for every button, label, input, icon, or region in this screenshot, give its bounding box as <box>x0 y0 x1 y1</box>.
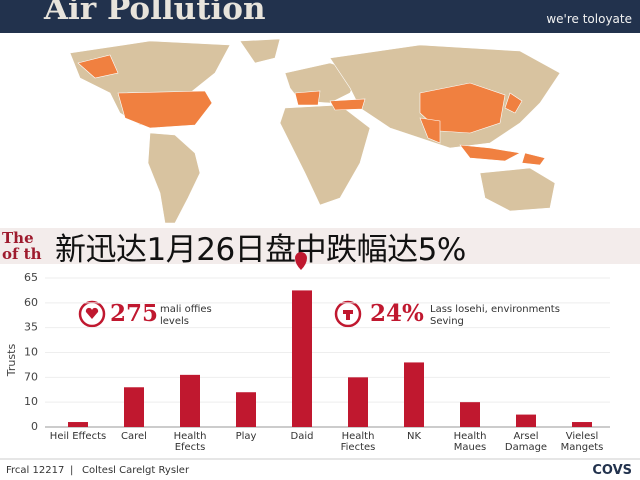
callout-text: mali offies levels <box>160 304 212 328</box>
section-heading: The <box>2 229 34 247</box>
x-tick-label: Vielesl Mangets <box>560 431 604 453</box>
callout-number: 24% <box>370 300 424 327</box>
callout-line: Lass losehi, environments <box>430 304 560 315</box>
y-tick-label: 70 <box>24 370 38 383</box>
tagline: we're toloyate <box>546 12 632 26</box>
y-tick-label: 65 <box>24 271 38 284</box>
x-tick-label: Play <box>235 431 257 442</box>
footer-middle: Coltesl Carelgt Rysler <box>82 465 190 476</box>
x-tick-label: Heil Effects <box>49 431 107 442</box>
bar <box>460 402 480 427</box>
world-map <box>69 38 561 224</box>
x-tick-label: Carel <box>121 431 147 442</box>
callout-icon <box>85 307 99 319</box>
section-heading: of th <box>2 245 42 263</box>
bar <box>124 387 144 427</box>
callout-line: Seving <box>430 316 464 327</box>
overlay-text: 新迅达1月26日盘中跌幅达5% <box>55 232 466 268</box>
callout-number: 275 <box>110 300 159 327</box>
x-tick-label: Health Efects <box>173 431 207 453</box>
bar <box>404 362 424 427</box>
x-tick-label: NK <box>406 431 422 442</box>
logo: COVS <box>592 463 632 478</box>
footer-separator: | <box>70 465 74 476</box>
x-tick-label: Health Maues <box>453 431 487 453</box>
y-tick-label: 35 <box>24 321 38 334</box>
callout-text: Lass losehi, environments Seving <box>430 304 560 328</box>
bar <box>180 374 200 427</box>
x-tick-label: Health Fiectes <box>340 431 376 453</box>
bar <box>572 422 592 427</box>
bar <box>348 377 368 427</box>
callout-line: levels <box>160 316 189 327</box>
callout-icon <box>343 310 353 320</box>
y-tick-label: 0 <box>31 420 38 433</box>
bar <box>68 422 88 427</box>
heading-band <box>0 228 640 264</box>
title: Air Pollution <box>44 0 266 27</box>
chart: Trusts 0 10 70 10 35 60 65 <box>0 252 640 460</box>
x-tick-label: Arsel Damage <box>504 431 548 453</box>
header: Air Pollution we're toloyate <box>0 0 640 33</box>
x-tick-label: Daid <box>290 431 314 442</box>
callout-line: mali offies <box>160 304 212 315</box>
bar <box>292 290 312 427</box>
footer-left: Frcal 12217 <box>6 465 65 476</box>
callout-icon <box>78 300 106 328</box>
bar <box>236 392 256 427</box>
y-tick-label: 60 <box>24 296 38 309</box>
pin-icon <box>295 252 307 270</box>
y-tick-label: 10 <box>24 395 38 408</box>
callout-icon <box>334 300 362 328</box>
y-tick-label: 10 <box>24 346 38 359</box>
bar <box>516 414 536 427</box>
y-axis-label: Trusts <box>5 344 18 378</box>
